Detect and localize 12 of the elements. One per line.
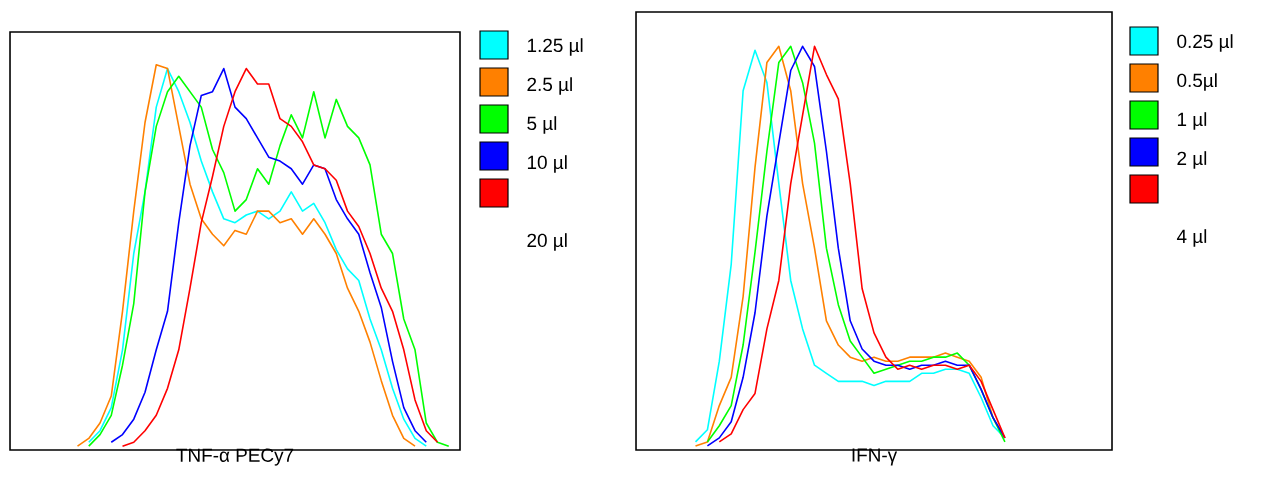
legend-label: 1 µl [1177,112,1207,130]
text: 20 µl [527,233,567,251]
legend-label: 10 µl [527,155,567,173]
legend-label: 2.5 µl [527,77,572,95]
legend-label: 0.5µl [1177,73,1217,91]
legend-label: 2 µl [1177,151,1207,169]
legend-label: 0.25 µl [1177,34,1233,52]
legend-label: 5 µl [527,116,557,134]
x-axis-title: TNF-α PECy7 [176,448,294,466]
text: 4 µl [1176,229,1207,247]
x-axis-title: IFN-γ [852,448,898,466]
legend-label: 1.25 µl [527,38,583,56]
